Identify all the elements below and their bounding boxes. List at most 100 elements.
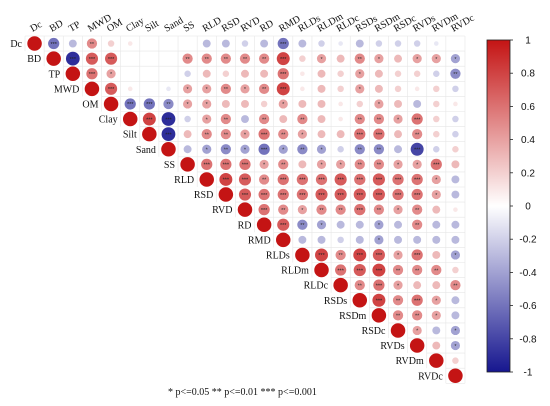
cell-Clay-RVDs <box>411 113 423 125</box>
significance-RSDs-RVDs: *** <box>414 298 421 304</box>
significance-Clay-Sand: *** <box>165 117 172 123</box>
significance-RD-RMD: *** <box>280 223 287 229</box>
row-label-Sand: Sand <box>136 145 156 156</box>
colorbar-tick-label: -0.6 <box>519 301 537 312</box>
significance-RVD-RSDc: * <box>397 208 400 214</box>
colorbar-tick-label: -0.4 <box>519 268 537 279</box>
correlation-cells: *** ** ****** *** *** ** ** ** ** ** *** * ** * * * ****… <box>27 36 463 383</box>
significance-SS-RVDs: * <box>416 163 419 169</box>
cell-OM-RD <box>260 100 268 108</box>
cell-Dc-RVDs <box>413 40 421 47</box>
significance-Silt-RSD: ** <box>224 132 229 138</box>
cell-RLD-RMD <box>277 173 289 186</box>
cell-RLD-RLD <box>199 172 214 187</box>
cell-RLDs-RSDc <box>393 250 403 260</box>
cell-Silt-RSD <box>220 129 231 140</box>
significance-RVD-RSDm: ** <box>377 208 382 214</box>
significance-RSD-RLDm: *** <box>318 193 325 199</box>
significance-RVD-RLDm: ** <box>319 208 324 214</box>
cell-RSDm-RVDs <box>412 310 423 321</box>
significance-RLDs-RSDs: *** <box>357 253 364 259</box>
significance-Clay-RLD: * <box>206 117 209 123</box>
significance-SS-RSDm: ** <box>377 163 382 169</box>
cell-BD-RLDs <box>299 55 306 62</box>
cell-TP-MWD <box>86 68 98 80</box>
cell-RD-RVDs <box>412 219 423 230</box>
cell-RLD-RSDc <box>392 173 404 186</box>
significance-RLDm-RVDm: ** <box>434 268 439 274</box>
significance-MWD-OM: *** <box>108 87 115 93</box>
cell-Dc-RLDm <box>318 40 325 47</box>
row-label-RSDm: RSDm <box>339 311 366 322</box>
cell-Silt-RVDs <box>412 129 423 140</box>
cell-RD-RLDm <box>316 220 327 230</box>
row-label-BD: BD <box>27 54 41 65</box>
cell-RD-RSDm <box>374 220 384 230</box>
significance-RD-RSDm: * <box>378 223 381 229</box>
cell-RSD-RVDm <box>431 189 441 200</box>
cell-Clay-RLD <box>202 114 212 124</box>
cell-SS-RVD <box>239 158 251 170</box>
column-label-Silt: Silt <box>143 18 161 35</box>
cell-Dc-OM <box>107 40 115 47</box>
cell-RD-RMD <box>277 218 290 231</box>
cell-Clay-SS <box>184 115 191 123</box>
cell-RSDc-RSDc <box>390 323 406 338</box>
significance-TP-RVDc: ** <box>453 72 458 78</box>
significance-note: * p<=0.05 ** p<=0.01 *** p<=0.001 <box>168 387 317 398</box>
cell-MWD-MWD <box>84 81 100 97</box>
significance-BD-SS: ** <box>185 57 190 63</box>
cell-OM-RLDc <box>338 101 343 107</box>
significance-RLD-RVDs: *** <box>414 178 421 184</box>
cell-Sand-RMD <box>278 144 288 154</box>
cell-Clay-Silt <box>142 112 156 126</box>
cell-Silt-Silt <box>142 126 157 142</box>
cell-TP-RSD <box>222 70 230 77</box>
significance-RMD-RSDm: * <box>378 238 381 244</box>
cell-BD-Silt <box>148 57 151 60</box>
cell-RD-RSDc <box>394 220 402 229</box>
cell-BD-BD <box>46 51 61 66</box>
cell-TP-RLD <box>202 69 211 78</box>
cell-Silt-SS <box>183 130 192 139</box>
significance-RSDs-RVDm: * <box>435 298 438 304</box>
cell-RD-RLDc <box>336 220 345 229</box>
row-label-TP: TP <box>49 69 61 80</box>
column-label-BD: BD <box>48 18 66 34</box>
cell-RMD-RSDm <box>374 235 384 245</box>
cell-TP-Sand <box>167 72 170 75</box>
cell-BD-RMD <box>276 52 290 66</box>
cell-RSDc-RVDs <box>412 325 422 336</box>
cell-Clay-RSD <box>220 113 231 125</box>
cell-RVDs-RVDs <box>409 338 425 353</box>
significance-RLDm-RVDs: ** <box>415 268 420 274</box>
significance-RLDm-RSDc: ** <box>396 268 401 274</box>
cell-RVD-RSDm <box>373 204 385 215</box>
significance-RLD-RSD: *** <box>223 178 230 184</box>
cell-RLDm-RLDm <box>314 262 329 278</box>
cell-Sand-RSD <box>220 144 231 155</box>
significance-Silt-RSDs: *** <box>357 132 364 138</box>
cell-TP-Silt <box>148 72 151 75</box>
significance-RSD-RLDs: *** <box>299 193 306 199</box>
significance-Silt-RVD: * <box>244 132 247 138</box>
significance-BD-RVDm: * <box>435 57 438 63</box>
cell-SS-SS <box>180 157 195 172</box>
cell-Sand-RSDs <box>354 144 365 155</box>
cell-MWD-RVDm <box>433 85 440 93</box>
cell-Sand-RLD <box>202 144 212 154</box>
cell-OM-Silt <box>143 98 155 110</box>
significance-BD-RVDs: * <box>416 57 419 63</box>
significance-Silt-RSDm: *** <box>376 132 383 138</box>
significance-TP-OM: * <box>110 72 113 78</box>
significance-SS-RVDm: *** <box>433 163 440 169</box>
cell-BD-Sand <box>167 57 170 60</box>
row-label-Clay: Clay <box>99 115 118 126</box>
cell-RSDm-RSDm <box>371 308 387 323</box>
cell-RLDm-RVDc <box>452 266 459 274</box>
column-label-Dc: Dc <box>29 19 45 35</box>
significance-Sand-RD: *** <box>261 147 268 153</box>
row-label-RVDc: RVDc <box>418 371 443 382</box>
significance-RSD-RVDs: *** <box>414 193 421 199</box>
cell-RVD-RVDc <box>453 207 458 212</box>
